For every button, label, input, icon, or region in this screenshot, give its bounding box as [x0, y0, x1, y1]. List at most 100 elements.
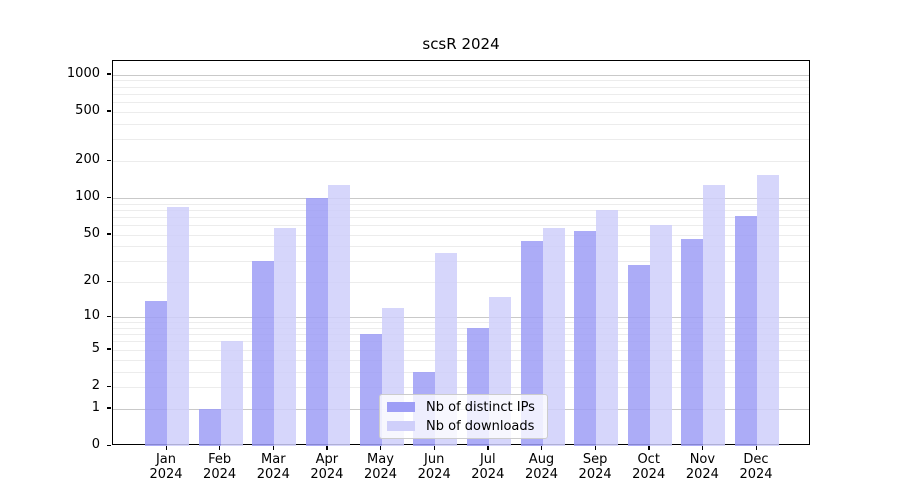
bar-downloads-apr [327, 184, 350, 446]
y-tick-label: 0 [91, 437, 100, 452]
x-tick-mark [487, 446, 489, 450]
y-tick-mark [107, 315, 111, 317]
bar-downloads-jan [167, 206, 189, 446]
gridline-minor [113, 327, 809, 329]
gridline-minor [113, 111, 809, 113]
x-tick-mark [219, 446, 221, 450]
bar-distinct-ips-may [359, 334, 382, 446]
y-tick-label: 20 [83, 273, 100, 289]
y-tick-mark [107, 280, 111, 283]
bar-distinct-ips-apr [305, 198, 328, 446]
gridline-minor [113, 246, 809, 248]
bar-downloads-sep [596, 209, 619, 446]
gridline-minor [113, 93, 809, 95]
x-tick-label: Dec 2024 [739, 452, 773, 482]
y-tick-mark [107, 233, 111, 235]
gridline-minor [113, 203, 809, 205]
x-tick-label: Aug 2024 [524, 452, 559, 482]
x-tick-mark [380, 446, 382, 450]
x-tick-mark [326, 446, 328, 450]
gridline-minor [113, 349, 809, 351]
bar-distinct-ips-feb [198, 408, 221, 446]
gridline-minor [113, 359, 809, 361]
y-tick-label: 1000 [66, 65, 100, 81]
legend: Nb of distinct IPs Nb of downloads [379, 394, 548, 439]
x-tick-mark [594, 446, 596, 450]
y-tick-mark [107, 407, 111, 409]
gridline-minor [113, 341, 809, 343]
bar-distinct-ips-dec [735, 216, 757, 446]
gridline-major [113, 317, 809, 319]
y-tick-mark [107, 159, 111, 161]
x-tick-mark [701, 446, 704, 450]
x-tick-mark [165, 446, 167, 450]
bar-distinct-ips-mar [252, 261, 275, 446]
x-tick-mark [433, 446, 436, 450]
gridline-minor [113, 261, 809, 263]
legend-label-distinct-ips: Nb of distinct IPs [426, 399, 535, 415]
x-tick-label: Feb 2024 [203, 452, 237, 482]
x-tick-mark [755, 446, 757, 450]
y-tick-label: 100 [75, 189, 100, 204]
x-tick-label: Jul 2024 [471, 452, 505, 482]
x-tick-mark [648, 446, 650, 450]
gridline-minor [113, 161, 809, 162]
bar-downloads-dec [757, 174, 779, 446]
plot-area: Nb of distinct IPs Nb of downloads [112, 60, 810, 446]
x-tick-mark [272, 446, 275, 450]
gridline-minor [113, 209, 809, 211]
y-tick-mark [107, 385, 111, 387]
gridline-minor [113, 86, 809, 88]
chart-title: scsR 2024 [422, 35, 500, 53]
bar-distinct-ips-nov [681, 239, 704, 446]
legend-swatch-downloads [387, 421, 415, 431]
bar-distinct-ips-jan [145, 300, 167, 446]
y-tick-mark [107, 196, 111, 198]
y-tick-label: 1 [91, 399, 100, 415]
y-tick-mark [107, 348, 111, 350]
x-tick-label: Jan 2024 [149, 452, 183, 482]
y-tick-mark [107, 73, 111, 75]
y-tick-mark [107, 110, 111, 112]
x-tick-label: Mar 2024 [256, 452, 290, 482]
gridline-minor [113, 102, 809, 104]
x-tick-mark [541, 446, 543, 450]
gridline-minor [113, 216, 809, 218]
bar-downloads-nov [703, 185, 726, 446]
gridline-minor [113, 234, 809, 236]
gridline-minor [113, 334, 809, 336]
gridline-minor [113, 80, 809, 82]
legend-swatch-distinct-ips [387, 402, 415, 412]
bar-downloads-oct [649, 225, 672, 446]
bar-downloads-feb [220, 341, 243, 446]
gridline-major [113, 74, 809, 76]
y-tick-label: 50 [83, 225, 100, 241]
x-tick-label: Apr 2024 [310, 452, 344, 482]
gridline-minor [113, 139, 809, 141]
x-tick-label: Oct 2024 [632, 452, 666, 482]
y-tick-label: 2 [91, 378, 100, 393]
gridline-minor [113, 322, 809, 324]
legend-item-downloads: Nb of downloads [387, 418, 539, 434]
y-tick-label: 10 [83, 308, 100, 324]
bar-distinct-ips-sep [574, 230, 597, 446]
bar-downloads-aug [542, 227, 565, 446]
x-tick-label: May 2024 [363, 452, 398, 482]
legend-item-distinct-ips: Nb of distinct IPs [387, 399, 539, 415]
gridline-minor [113, 282, 809, 284]
bar-distinct-ips-oct [627, 265, 650, 446]
gridline-minor [113, 123, 809, 125]
x-tick-label: Sep 2024 [578, 452, 612, 482]
x-tick-label: Nov 2024 [685, 452, 719, 482]
gridline-minor [113, 371, 809, 373]
y-tick-label: 200 [75, 152, 100, 167]
y-tick-mark [107, 444, 111, 446]
legend-label-downloads: Nb of downloads [426, 418, 535, 434]
gridline-minor [113, 225, 809, 227]
x-tick-label: Jun 2024 [417, 452, 451, 482]
gridline-minor [113, 387, 809, 388]
y-tick-label: 5 [91, 340, 100, 356]
bar-downloads-mar [274, 227, 297, 446]
y-tick-label: 500 [75, 102, 100, 118]
